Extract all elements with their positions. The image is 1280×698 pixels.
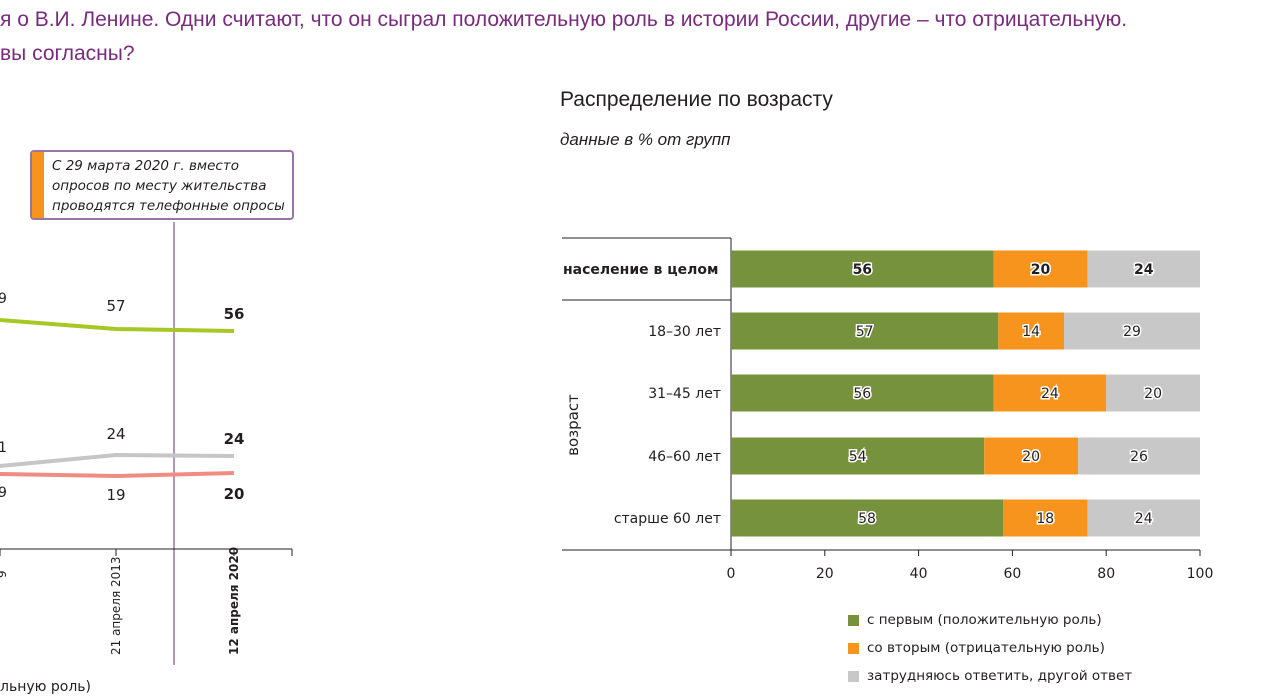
bar-value-label: 20: [1031, 262, 1051, 278]
bar-segment: [1003, 499, 1088, 537]
x-tick-label: 40: [910, 566, 928, 582]
trend-legend-fragment: льную роль): [0, 679, 91, 695]
trend-value-label-last: 24: [224, 430, 245, 448]
legend-swatch: [848, 615, 859, 626]
x-tick-label: 80: [1097, 566, 1115, 582]
trend-value-label-partial: 1: [0, 440, 7, 456]
trend-value-label: 57: [106, 297, 125, 315]
bar-value-label: 58: [858, 511, 876, 527]
bar-value-label: 56: [853, 386, 871, 402]
bar-value-label: 18: [1036, 511, 1054, 527]
note-accent-bar: [32, 152, 44, 218]
bar-value-label: 14: [1022, 324, 1040, 340]
note-line-3: проводятся телефонные опросы: [52, 198, 285, 214]
y-axis-title: возраст: [564, 394, 582, 456]
category-label: 31–45 лет: [648, 386, 721, 402]
bar-segment: [731, 499, 1004, 537]
x-tick-label: 20: [816, 566, 834, 582]
bar-segment: [1087, 250, 1200, 288]
bar-value-label: 24: [1135, 511, 1153, 527]
trend-value-label: 24: [106, 425, 125, 443]
bar-segment: [984, 437, 1079, 475]
trend-line-positive: [0, 318, 235, 333]
category-label: население в целом: [563, 262, 718, 278]
bar-segment: [1106, 374, 1200, 412]
question-text-line-1: я о В.И. Ленине. Одни считают, что он сы…: [0, 8, 1128, 31]
bar-value-label: 24: [1041, 386, 1059, 402]
bar-segment: [731, 437, 985, 475]
bar-segment: [993, 250, 1088, 288]
trend-value-label-partial: 9: [0, 291, 7, 307]
bar-segment: [1078, 437, 1200, 475]
legend-label: со вторым (отрицательную роль): [867, 640, 1105, 656]
legend-label: с первым (положительную роль): [867, 612, 1102, 628]
bar-value-label: 54: [849, 449, 867, 465]
category-label: 46–60 лет: [648, 449, 721, 465]
trend-value-label-partial: 9: [0, 485, 7, 501]
bar-value-label: 20: [1022, 449, 1040, 465]
x-tick-label: 60: [1003, 566, 1021, 582]
bar-segment: [1063, 312, 1200, 350]
trend-value-label: 19: [106, 486, 125, 504]
trend-x-label-partial: 9: [0, 570, 9, 578]
bar-segment: [731, 374, 994, 412]
bar-value-label: 26: [1130, 449, 1148, 465]
bar-value-label: 56: [853, 262, 872, 278]
bar-value-label: 29: [1123, 324, 1141, 340]
note-line-1: С 29 марта 2020 г. вместо: [52, 158, 239, 174]
method-note-box: С 29 марта 2020 г. вместо опросов по мес…: [30, 150, 294, 220]
trend-x-label: 12 апреля 2020: [227, 547, 241, 655]
trend-value-label-last: 20: [224, 485, 245, 503]
trend-line-undecided: [0, 453, 235, 468]
legend-label: затрудняюсь ответить, другой ответ: [867, 668, 1133, 684]
bar-segment: [998, 312, 1064, 350]
panel-subtitle: данные в % от групп: [560, 130, 731, 149]
x-tick-label: 100: [1187, 566, 1214, 582]
legend-swatch: [848, 643, 859, 654]
bar-segment: [1087, 499, 1200, 537]
bar-segment: [731, 250, 994, 288]
trend-value-label-last: 56: [224, 305, 245, 323]
bar-value-label: 24: [1134, 262, 1154, 278]
question-text-line-2: вы согласны?: [0, 42, 135, 65]
bar-value-label: 57: [856, 324, 874, 340]
trend-x-label: 21 апреля 2013: [109, 556, 123, 655]
bar-segment: [993, 374, 1107, 412]
legend-swatch: [848, 671, 859, 682]
panel-title: Распределение по возрасту: [560, 88, 833, 111]
bar-segment: [731, 312, 999, 350]
category-label: старше 60 лет: [614, 511, 721, 527]
category-label: 18–30 лет: [648, 324, 721, 340]
note-line-2: опросов по месту жительства: [52, 178, 267, 194]
bar-value-label: 20: [1144, 386, 1162, 402]
trend-line-negative: [0, 471, 235, 478]
x-tick-label: 0: [727, 566, 736, 582]
